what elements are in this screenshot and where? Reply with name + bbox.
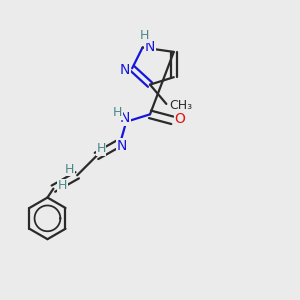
- Text: H: H: [112, 106, 122, 119]
- Text: N: N: [119, 111, 130, 125]
- Text: N: N: [145, 40, 155, 55]
- Text: N: N: [119, 63, 130, 77]
- Text: O: O: [174, 112, 185, 126]
- Text: H: H: [140, 29, 149, 42]
- Text: H: H: [58, 179, 67, 192]
- Text: H: H: [65, 163, 74, 176]
- Text: CH₃: CH₃: [169, 99, 192, 112]
- Text: N: N: [117, 139, 127, 152]
- Text: H: H: [96, 142, 106, 155]
